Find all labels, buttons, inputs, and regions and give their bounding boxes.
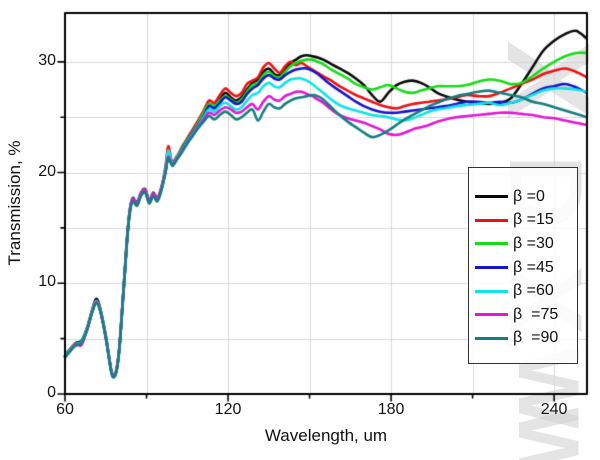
x-tick-label: 120 [214,401,242,418]
legend-line-sample [475,266,508,269]
legend-item-label: β =45 [513,258,554,276]
y-tick-label: 20 [38,162,56,180]
legend-line-sample [475,289,508,293]
x-tick-label: 240 [540,401,568,418]
x-axis-title: Wavelength, um [264,426,388,445]
legend: β =0 β =15 β =30 β =45 β =60 β =75 β =90 [468,167,578,364]
legend-item: β =60 [475,279,577,303]
legend-item: β =45 [475,256,577,280]
legend-item-label: β =60 [513,282,554,300]
legend-item: β =30 [475,232,577,256]
legend-line-sample [475,242,508,246]
legend-item: β =15 [475,209,577,233]
x-tick-label: 60 [56,401,74,418]
legend-item: β =75 [475,303,577,327]
legend-item: β =0 [475,185,577,209]
y-tick-label: 10 [38,273,56,291]
legend-line-sample [475,336,508,340]
y-axis-title: Transmission, % [5,140,24,266]
legend-item-label: β =0 [513,187,545,205]
legend-item: β =90 [475,326,577,350]
legend-item-label: β =15 [513,211,554,229]
legend-line-sample [475,218,508,222]
legend-item-label: β =30 [513,234,554,252]
legend-item-label: β =90 [513,329,559,347]
x-tick-label: 180 [377,401,405,418]
legend-line-sample [475,195,508,199]
legend-line-sample [475,313,508,317]
y-tick-label: 0 [47,384,56,401]
legend-item-label: β =75 [513,305,559,323]
y-tick-label: 30 [38,51,56,69]
